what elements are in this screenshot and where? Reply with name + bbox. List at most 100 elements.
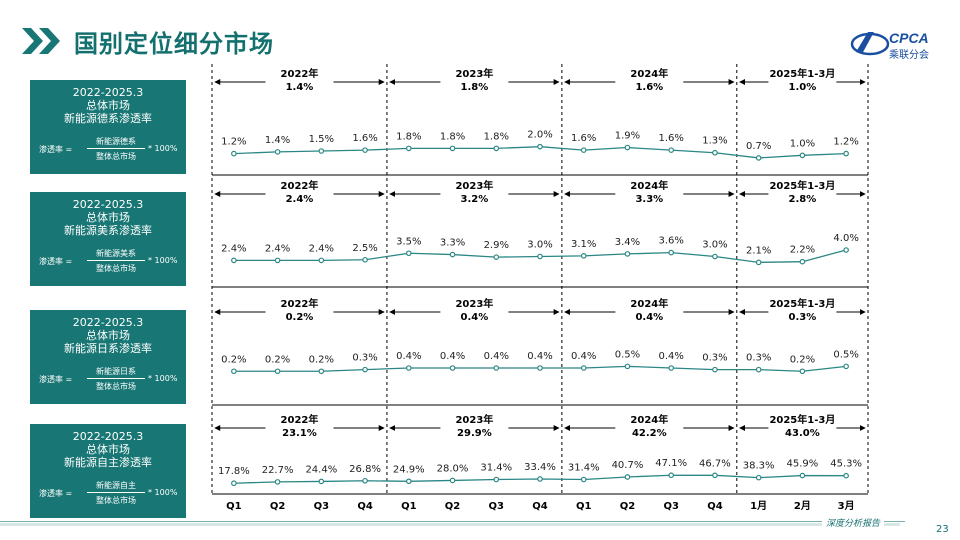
data-point bbox=[274, 479, 281, 485]
data-point bbox=[712, 253, 718, 260]
box-period: 2022-2025.3 bbox=[72, 316, 144, 329]
data-label: 3.3% bbox=[440, 238, 465, 249]
data-label: 0.4% bbox=[658, 351, 683, 362]
data-label: 31.4% bbox=[480, 463, 512, 474]
data-label: 1.4% bbox=[265, 135, 290, 146]
data-label: 2.0% bbox=[527, 130, 552, 141]
formula-lead: 渗透率 = bbox=[39, 145, 73, 154]
formula-numerator: 新能源日系 bbox=[96, 367, 136, 376]
data-label: 0.3% bbox=[746, 353, 771, 364]
period-value: 0.4% bbox=[635, 312, 663, 323]
panel-label-box: 2022-2025.3 总体市场 新能源日系渗透率 渗透率 = 新能源日系 整体… bbox=[30, 310, 186, 404]
data-label: 0.5% bbox=[615, 349, 640, 360]
formula-denominator: 整体总市场 bbox=[96, 264, 136, 273]
logo-subtext: 乘联分会 bbox=[889, 50, 929, 61]
formula-bar bbox=[87, 148, 145, 149]
data-label: 1.9% bbox=[615, 131, 640, 142]
period-value: 29.9% bbox=[457, 428, 492, 439]
period-value: 2.8% bbox=[789, 194, 817, 205]
footer-bar bbox=[0, 523, 900, 526]
period-label-bg bbox=[615, 297, 684, 325]
formula-numerator: 新能源美系 bbox=[96, 249, 136, 258]
x-tick-label: 1月 bbox=[750, 500, 767, 512]
period-value: 1.0% bbox=[789, 82, 817, 93]
data-label: 3.5% bbox=[396, 236, 421, 247]
period-label-bg bbox=[768, 67, 837, 95]
data-point bbox=[668, 472, 675, 479]
period-name: 2024年 bbox=[630, 413, 668, 426]
period-label-bg bbox=[265, 297, 334, 325]
period-name: 2024年 bbox=[630, 297, 668, 310]
panel-label-box: 2022-2025.3 总体市场 新能源自主渗透率 渗透率 = 新能源自主 整体… bbox=[30, 424, 186, 518]
page-number: 23 bbox=[936, 524, 949, 535]
period-name: 2024年 bbox=[630, 179, 668, 192]
footer-text: 深度分析报告 bbox=[822, 516, 885, 529]
data-point bbox=[231, 257, 237, 264]
formula-multiplier: * 100% bbox=[148, 488, 178, 497]
data-label: 2.4% bbox=[221, 243, 246, 254]
data-point bbox=[799, 472, 806, 479]
period-name: 2022年 bbox=[281, 413, 319, 426]
period-name: 2022年 bbox=[281, 297, 319, 310]
formula-multiplier: * 100% bbox=[148, 374, 178, 383]
data-label: 2.9% bbox=[484, 240, 509, 251]
data-label: 0.4% bbox=[396, 351, 421, 362]
period-name: 2025年1-3月 bbox=[769, 179, 835, 192]
data-label: 3.1% bbox=[571, 239, 596, 250]
formula-bar bbox=[87, 260, 145, 261]
x-tick-label: Q2 bbox=[270, 501, 286, 512]
period-name: 2023年 bbox=[455, 179, 493, 192]
data-point bbox=[493, 145, 500, 152]
data-label: 1.2% bbox=[833, 137, 858, 148]
data-label: 45.9% bbox=[787, 459, 819, 470]
data-label: 0.4% bbox=[484, 351, 509, 362]
period-label-bg bbox=[615, 67, 684, 95]
period-label-bg bbox=[265, 179, 334, 207]
data-point bbox=[362, 147, 368, 153]
data-point bbox=[405, 478, 412, 485]
cpca-logo-icon bbox=[850, 32, 890, 56]
title-chevron-icon bbox=[22, 28, 60, 54]
formula: 渗透率 = 新能源自主 整体总市场 * 100% bbox=[30, 478, 186, 508]
data-point bbox=[624, 363, 631, 370]
data-label: 46.7% bbox=[699, 458, 731, 469]
data-label: 2.4% bbox=[265, 243, 290, 254]
formula: 渗透率 = 新能源德系 整体总市场 * 100% bbox=[30, 134, 186, 164]
period-name: 2025年1-3月 bbox=[769, 413, 835, 426]
formula-bar bbox=[87, 492, 145, 493]
data-label: 1.2% bbox=[221, 137, 246, 148]
formula-lead: 渗透率 = bbox=[39, 375, 73, 384]
period-name: 2025年1-3月 bbox=[769, 297, 835, 310]
period-label-bg bbox=[768, 179, 837, 207]
x-tick-label: Q3 bbox=[314, 501, 330, 512]
x-tick-label: Q4 bbox=[357, 501, 373, 512]
formula-denominator: 整体总市场 bbox=[96, 152, 136, 161]
x-tick-label: 3月 bbox=[838, 500, 855, 512]
data-point bbox=[843, 363, 849, 370]
data-point bbox=[405, 250, 412, 257]
data-point bbox=[449, 477, 456, 484]
formula-lead: 渗透率 = bbox=[39, 489, 73, 498]
data-label: 4.0% bbox=[833, 233, 858, 244]
data-point bbox=[799, 368, 806, 375]
data-point bbox=[362, 256, 368, 263]
data-label: 3.6% bbox=[658, 236, 683, 247]
period-value: 3.2% bbox=[461, 194, 489, 205]
formula-numerator: 新能源德系 bbox=[96, 137, 136, 146]
data-point bbox=[362, 477, 368, 484]
period-label-bg bbox=[440, 413, 509, 441]
period-label-bg bbox=[615, 179, 684, 207]
formula: 渗透率 = 新能源日系 整体总市场 * 100% bbox=[30, 364, 186, 394]
data-label: 47.1% bbox=[655, 458, 687, 469]
data-point bbox=[580, 253, 587, 259]
data-point bbox=[843, 247, 849, 253]
data-label: 40.7% bbox=[612, 460, 644, 471]
x-tick-label: Q1 bbox=[401, 501, 417, 512]
period-value: 42.2% bbox=[632, 428, 667, 439]
data-label: 1.3% bbox=[702, 136, 727, 147]
data-label: 0.4% bbox=[527, 351, 552, 362]
data-point bbox=[668, 249, 675, 256]
data-point bbox=[405, 365, 412, 371]
formula-lead: 渗透率 = bbox=[39, 257, 73, 266]
data-point bbox=[449, 145, 456, 152]
